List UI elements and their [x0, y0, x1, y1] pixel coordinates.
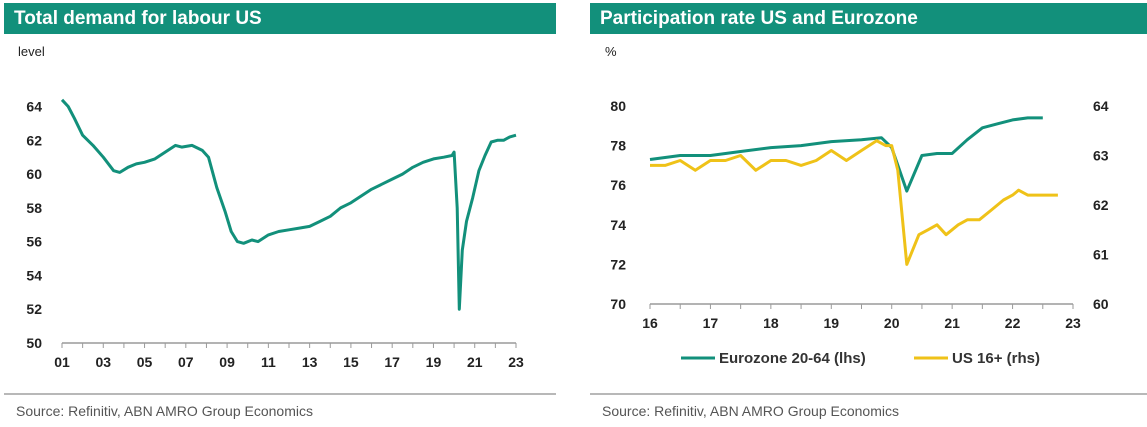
x-tick-label: 07: [178, 354, 194, 370]
source-note: Source: Refinitiv, ABN AMRO Group Econom…: [602, 403, 899, 419]
x-tick-label: 23: [1065, 315, 1081, 331]
source-note: Source: Refinitiv, ABN AMRO Group Econom…: [16, 403, 313, 419]
y-right-tick-label: 63: [1093, 148, 1109, 164]
chart-title: Total demand for labour US: [4, 3, 556, 34]
x-tick-label: 23: [508, 354, 524, 370]
x-tick-label: 11: [261, 354, 276, 370]
y-right-tick-label: 60: [1093, 296, 1109, 312]
y-tick-label: 50: [26, 335, 42, 351]
y-left-tick-label: 78: [610, 138, 626, 154]
y-tick-label: 60: [26, 166, 42, 182]
y-left-tick-label: 80: [610, 98, 626, 114]
legend-label: US 16+ (rhs): [952, 350, 1040, 367]
y-axis-unit-label: %: [605, 44, 617, 59]
chart-panel-labour-demand: Total demand for labour US level 50 52 54 5…: [0, 0, 556, 427]
divider: [4, 393, 556, 395]
labour-demand-chart: 50 52 54 56 58 60 62 64 01 03 05 07 09 11 13 15 17 19 21 23: [26, 98, 524, 370]
x-tick-label: 21: [467, 354, 483, 370]
y-tick-label: 62: [26, 132, 42, 148]
x-tick-label: 19: [426, 354, 442, 370]
x-tick-label: 09: [219, 354, 235, 370]
y-left-tick-label: 70: [610, 296, 626, 312]
x-tick-label: 13: [302, 354, 318, 370]
chart-panel-participation-rate: Participation rate US and Eurozone % 70 7…: [586, 0, 1147, 427]
divider: [590, 393, 1147, 395]
participation-rate-chart: 70 72 74 76 78 80 60 61 62 63 64 16 17 18 19 20 21 22 23 Eu…: [610, 98, 1109, 367]
legend-label: Eurozone 20-64 (lhs): [719, 350, 866, 367]
x-tick-label: 17: [384, 354, 400, 370]
y-left-tick-label: 72: [610, 256, 626, 272]
x-tick-label: 15: [343, 354, 359, 370]
y-axis-unit-label: level: [18, 44, 45, 59]
x-tick-label: 21: [944, 315, 960, 331]
y-tick-label: 54: [26, 267, 42, 283]
x-tick-label: 17: [703, 315, 719, 331]
series-line-us: [650, 139, 1058, 266]
y-left-tick-label: 76: [610, 177, 626, 193]
y-tick-label: 64: [26, 99, 42, 115]
chart-title: Participation rate US and Eurozone: [590, 3, 1147, 34]
x-tick-label: 05: [137, 354, 153, 370]
y-left-tick-label: 74: [610, 217, 626, 233]
x-tick-label: 20: [884, 315, 900, 331]
y-tick-label: 52: [26, 301, 42, 317]
x-tick-label: 22: [1005, 315, 1021, 331]
y-tick-label: 56: [26, 234, 42, 250]
x-tick-label: 19: [823, 315, 839, 331]
series-line-eurozone: [649, 116, 1043, 193]
y-right-tick-label: 62: [1093, 197, 1109, 213]
y-tick-label: 58: [26, 200, 42, 216]
x-tick-label: 18: [763, 315, 779, 331]
x-tick-label: 01: [54, 354, 70, 370]
series-line-labour-demand: [60, 98, 517, 311]
x-tick-label: 16: [642, 315, 658, 331]
y-right-tick-label: 64: [1093, 98, 1109, 114]
y-right-tick-label: 61: [1093, 247, 1109, 263]
x-tick-label: 03: [95, 354, 111, 370]
